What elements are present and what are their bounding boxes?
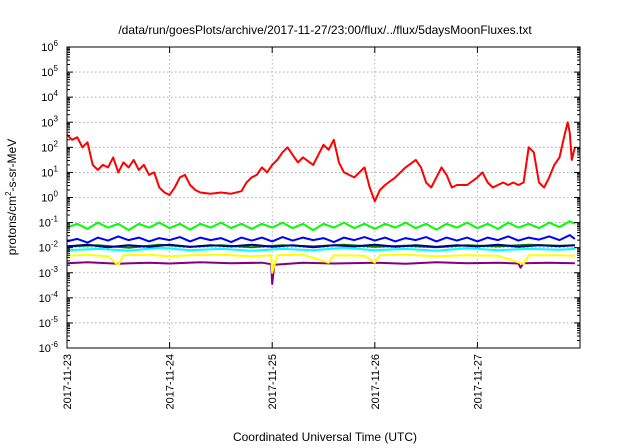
y-tick-base: 10 [41,167,53,179]
y-tick-label: 103 [41,114,58,129]
y-tick-label: 105 [41,64,58,79]
y-tick-exponent: 1 [54,164,59,173]
y-tick-base: 10 [41,67,53,79]
x-tick-label: 2017-11-26 [370,354,382,409]
y-tick-base: 10 [41,42,53,54]
x-axis-label: Coordinated Universal Time (UTC) [233,430,417,444]
y-tick-exponent: -4 [51,290,59,299]
x-tick-label: 2017-11-25 [267,354,279,409]
series-line-6 [66,220,576,232]
series-line-2 [66,246,575,252]
y-tick-base: 10 [39,218,51,230]
y-tick-base: 10 [39,243,51,255]
y-axis-label-prefix: protons/cm [5,196,19,255]
y-tick-exponent: -6 [51,340,59,349]
y-tick-exponent: 4 [54,89,59,98]
y-tick-label: 10-4 [39,290,59,305]
y-tick-label: 104 [41,89,58,104]
y-tick-label: 10-6 [39,340,59,355]
series-line-4 [66,234,576,244]
y-tick-exponent: -1 [51,215,59,224]
y-tick-label: 10-5 [39,315,59,330]
series-line-0 [66,261,575,285]
y-tick-exponent: 0 [54,190,59,199]
y-tick-base: 10 [39,293,51,305]
y-axis-label-sup: 2 [4,191,13,196]
x-tick-label: 2017-11-24 [165,354,177,409]
y-tick-exponent: 6 [54,39,59,48]
y-tick-base: 10 [39,268,51,280]
y-tick-label: 102 [41,139,58,154]
y-tick-exponent: 3 [54,114,59,123]
y-tick-base: 10 [41,193,53,205]
y-tick-exponent: -5 [51,315,59,324]
series-lines [66,121,576,285]
series-line-1 [66,253,575,274]
y-tick-label: 101 [41,164,58,179]
y-tick-base: 10 [41,117,53,129]
y-tick-label: 100 [41,190,58,205]
y-axis-label-suffix: -s-sr-MeV [5,139,19,192]
y-axis: 10-610-510-410-310-210-11001011021031041… [39,39,580,355]
y-tick-exponent: 5 [54,64,59,73]
y-axis-label: protons/cm2-s-sr-MeV [4,139,19,255]
chart-title: /data/run/goesPlots/archive/2017-11-27/2… [118,23,532,37]
y-tick-label: 10-3 [39,265,59,280]
y-tick-label: 10-1 [39,215,59,230]
y-tick-base: 10 [41,92,53,104]
x-tick-label: 2017-11-23 [62,354,74,409]
series-line-7 [66,121,576,203]
y-tick-exponent: -2 [51,240,59,249]
y-tick-base: 10 [39,318,51,330]
y-tick-label: 10-2 [39,240,59,255]
y-tick-exponent: 2 [54,139,59,148]
y-tick-exponent: -3 [51,265,59,274]
series-line-5 [66,243,575,249]
x-axis: 2017-11-23 2017-11-24 2017-11-25 2017-11-26… [62,47,484,409]
y-tick-label: 106 [41,39,58,54]
y-tick-base: 10 [41,142,53,154]
y-tick-base: 10 [39,343,51,355]
x-tick-label: 2017-11-27 [472,354,484,409]
grid-lines [67,47,580,348]
